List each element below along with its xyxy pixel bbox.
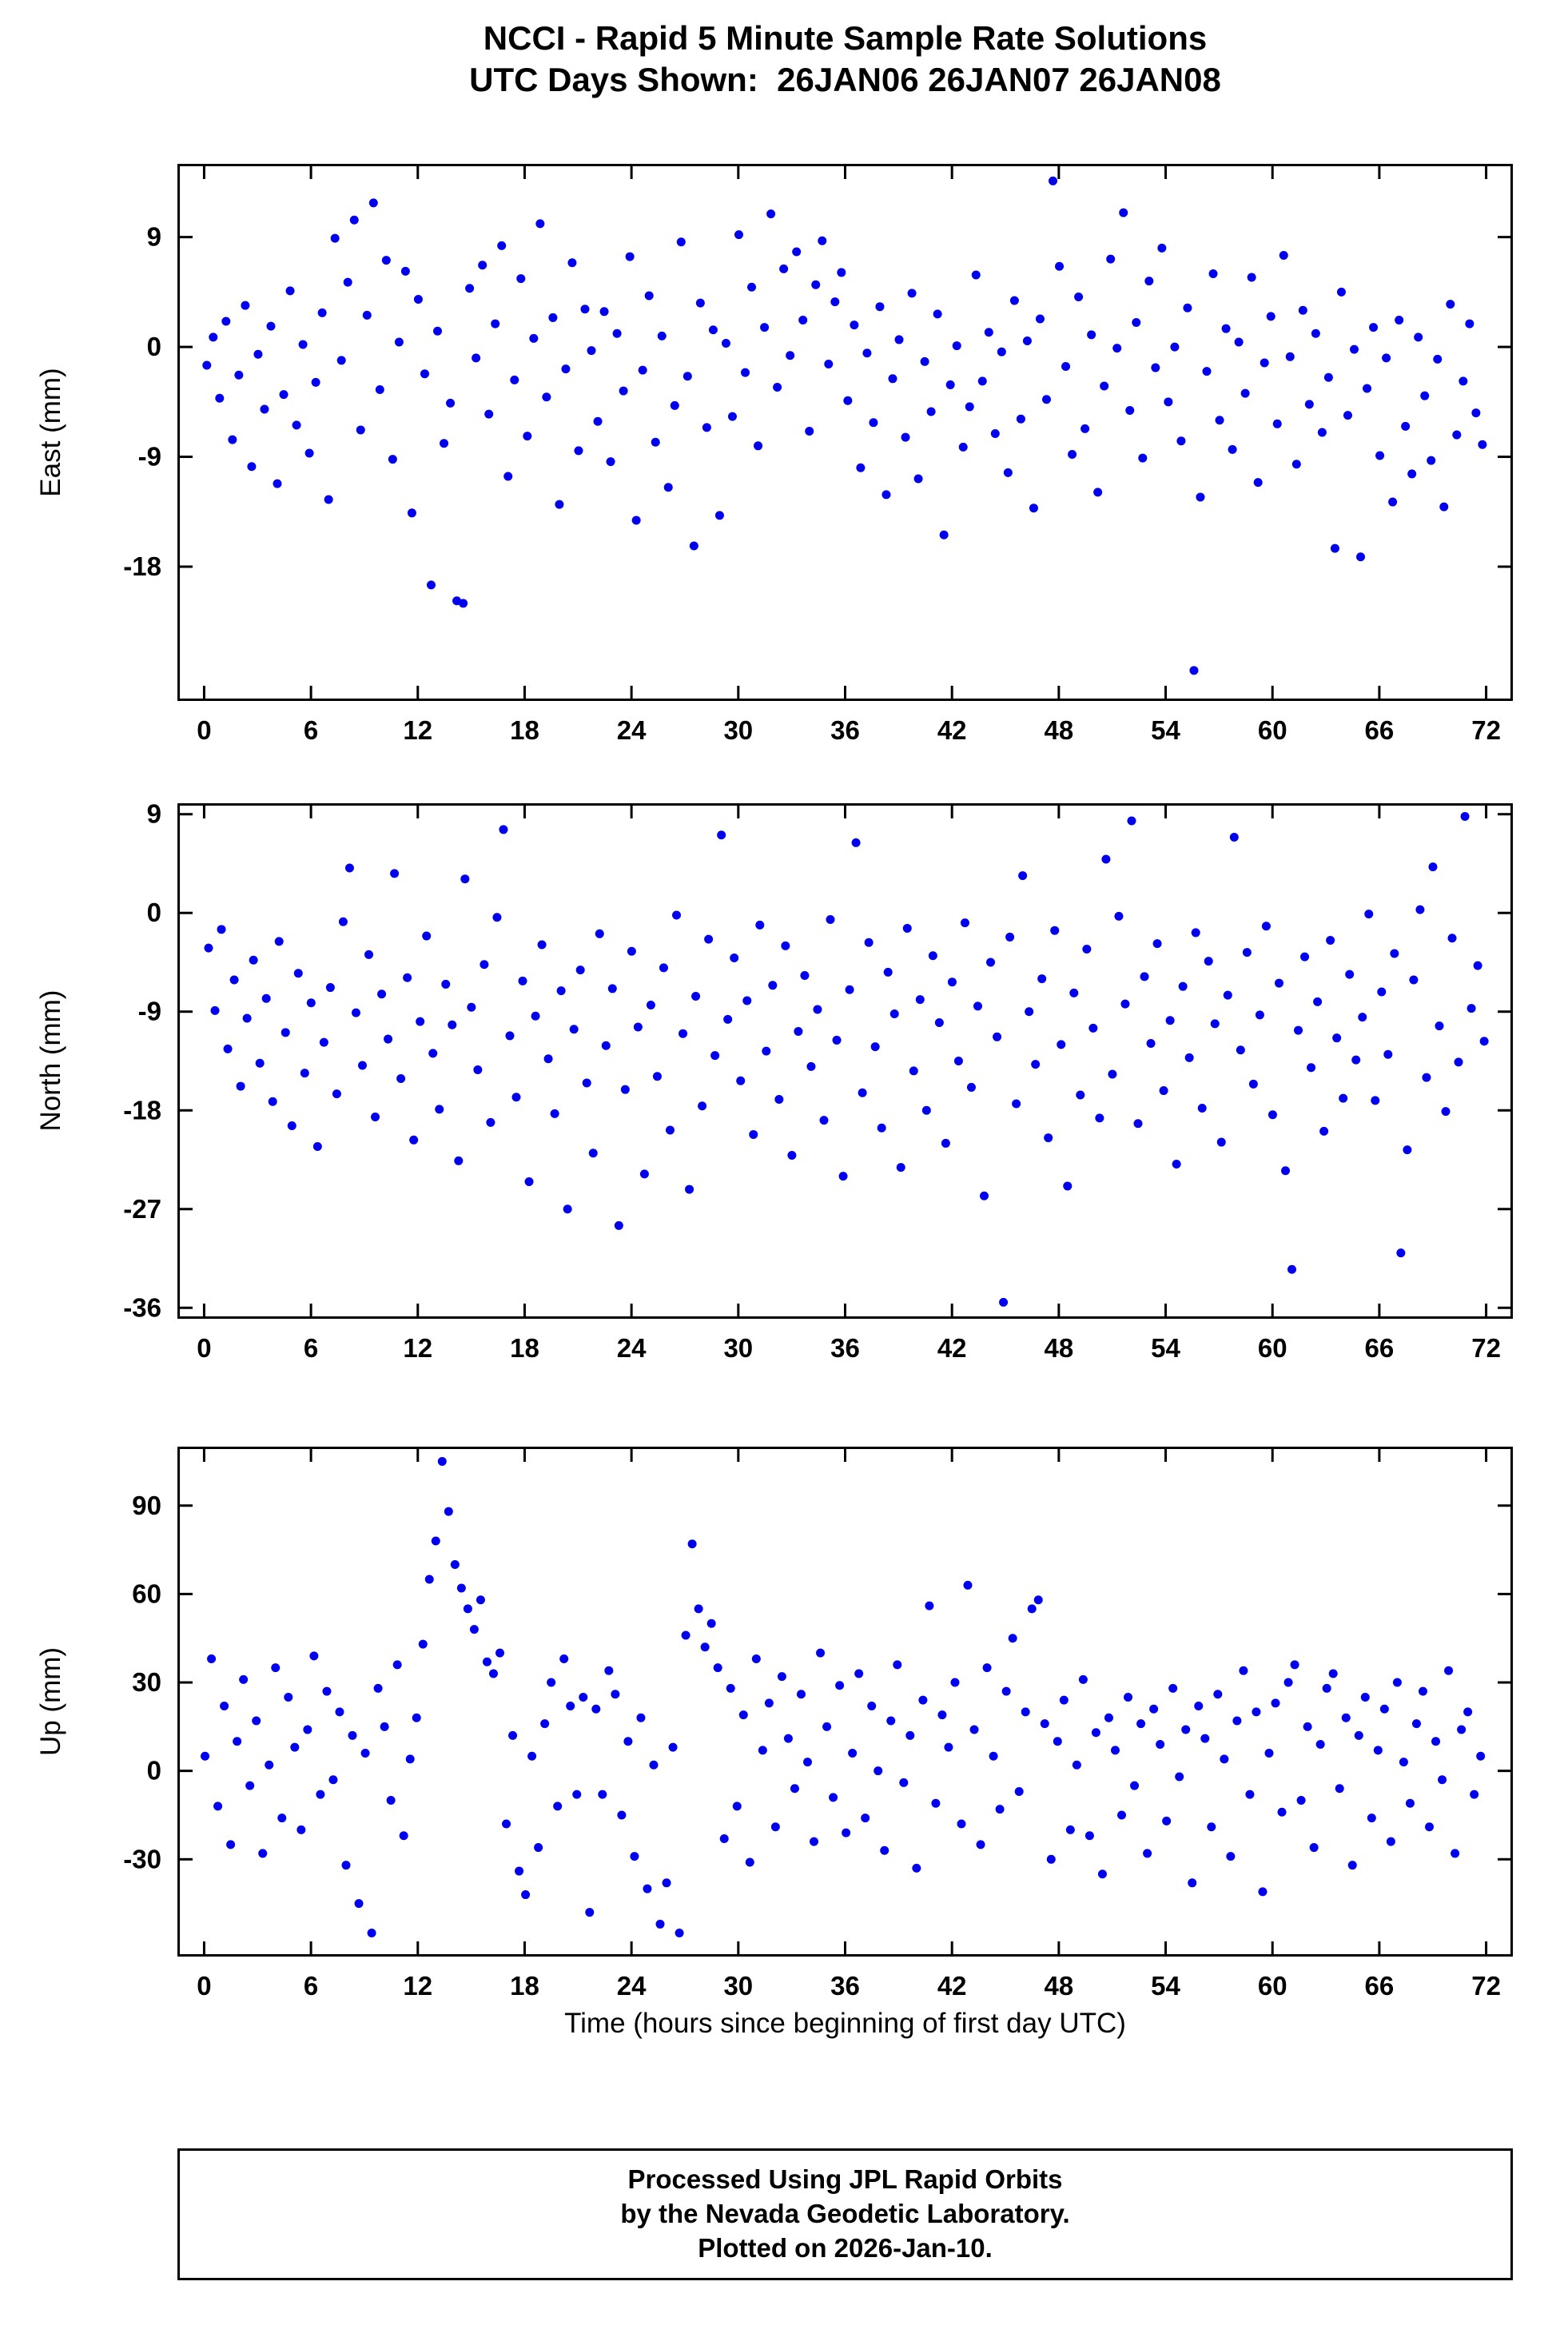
- svg-text:-9: -9: [138, 442, 161, 472]
- svg-text:30: 30: [723, 1971, 753, 2001]
- svg-text:54: 54: [1151, 715, 1180, 745]
- svg-text:36: 36: [830, 1333, 860, 1363]
- y-axis-label-north: North (mm): [35, 989, 66, 1132]
- svg-text:24: 24: [617, 715, 647, 745]
- y-axis-label-east: East (mm): [35, 368, 66, 497]
- svg-text:24: 24: [617, 1971, 647, 2001]
- svg-text:54: 54: [1151, 1333, 1180, 1363]
- svg-text:42: 42: [937, 1333, 967, 1363]
- svg-text:0: 0: [197, 1333, 211, 1363]
- footer-line-3: Plotted on 2026-Jan-10.: [698, 2233, 993, 2263]
- svg-text:66: 66: [1365, 1971, 1395, 2001]
- svg-text:60: 60: [132, 1579, 161, 1608]
- svg-text:42: 42: [937, 715, 967, 745]
- svg-text:12: 12: [403, 1971, 432, 2001]
- east-scatter-panel: 0 6 12 18 24 30 36 42 48 54 60 66 72 9 0 -9 -18: [123, 164, 1513, 745]
- svg-text:72: 72: [1471, 1333, 1501, 1363]
- chart-title-line-1: NCCI - Rapid 5 Minute Sample Rate Soluti…: [483, 19, 1208, 57]
- y-axis-label-up: Up (mm): [35, 1646, 66, 1757]
- svg-text:12: 12: [403, 715, 432, 745]
- svg-text:30: 30: [132, 1667, 161, 1697]
- svg-text:90: 90: [132, 1491, 161, 1520]
- svg-text:72: 72: [1471, 715, 1501, 745]
- footer-line-1: Processed Using JPL Rapid Orbits: [627, 2164, 1063, 2194]
- svg-text:36: 36: [830, 715, 860, 745]
- svg-text:54: 54: [1151, 1971, 1180, 2001]
- svg-text:-18: -18: [123, 1095, 161, 1125]
- svg-text:60: 60: [1258, 1333, 1287, 1363]
- svg-text:6: 6: [304, 715, 318, 745]
- svg-text:24: 24: [617, 1333, 647, 1363]
- svg-text:-18: -18: [123, 551, 161, 581]
- chart-title-line-2: UTC Days Shown: 26JAN06 26JAN07 26JAN08: [469, 61, 1221, 98]
- svg-text:0: 0: [197, 1971, 211, 2001]
- svg-text:-36: -36: [123, 1292, 161, 1322]
- svg-text:-9: -9: [138, 997, 161, 1026]
- svg-text:6: 6: [304, 1333, 318, 1363]
- svg-text:-30: -30: [123, 1844, 161, 1873]
- svg-text:72: 72: [1471, 1971, 1501, 2001]
- svg-text:30: 30: [723, 1333, 753, 1363]
- svg-text:60: 60: [1258, 715, 1287, 745]
- svg-text:48: 48: [1045, 1971, 1074, 2001]
- svg-text:18: 18: [510, 715, 539, 745]
- svg-text:66: 66: [1365, 715, 1395, 745]
- x-axis-title: Time (hours since beginning of first day…: [564, 2008, 1126, 2039]
- svg-text:0: 0: [197, 715, 211, 745]
- svg-text:0: 0: [147, 332, 161, 361]
- svg-text:0: 0: [147, 898, 161, 927]
- svg-text:0: 0: [147, 1756, 161, 1786]
- svg-text:48: 48: [1045, 1333, 1074, 1363]
- footer-line-2: by the Nevada Geodetic Laboratory.: [620, 2199, 1070, 2228]
- svg-text:9: 9: [147, 222, 161, 252]
- svg-text:36: 36: [830, 1971, 860, 2001]
- svg-text:42: 42: [937, 1971, 967, 2001]
- svg-text:-27: -27: [123, 1194, 161, 1224]
- svg-text:30: 30: [723, 715, 753, 745]
- svg-text:48: 48: [1045, 715, 1074, 745]
- footer-box: Processed Using JPL Rapid Orbits by the …: [177, 2148, 1513, 2280]
- svg-text:6: 6: [304, 1971, 318, 2001]
- svg-text:66: 66: [1365, 1333, 1395, 1363]
- svg-text:18: 18: [510, 1333, 539, 1363]
- svg-text:18: 18: [510, 1971, 539, 2001]
- svg-text:60: 60: [1258, 1971, 1287, 2001]
- svg-text:12: 12: [403, 1333, 432, 1363]
- up-scatter-panel: 0 6 12 18 24 30 36 42 48 54 60 66 72 90 60 30 0 -30: [123, 1447, 1513, 2001]
- svg-text:9: 9: [147, 799, 161, 829]
- north-scatter-panel: 0 6 12 18 24 30 36 42 48 54 60 66 72 9 0 -9 -18 -27 -36: [123, 799, 1513, 1363]
